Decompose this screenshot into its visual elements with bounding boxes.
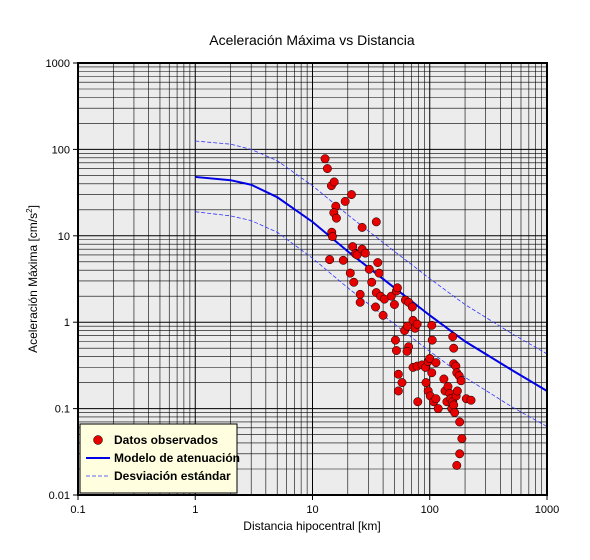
x-tick-label: 1000 xyxy=(535,504,559,516)
x-tick-label: 10 xyxy=(306,504,318,516)
deviation-line-upper xyxy=(195,140,548,355)
legend-label-points: Datos observados xyxy=(114,433,218,447)
data-point xyxy=(355,297,365,307)
data-point xyxy=(413,397,423,407)
legend: Datos observados Modelo de atenuación De… xyxy=(79,423,240,494)
deviation-lines xyxy=(195,140,548,427)
data-point xyxy=(455,417,465,427)
model-curve xyxy=(195,175,548,392)
data-point xyxy=(338,255,348,265)
data-point xyxy=(373,258,383,268)
data-point xyxy=(466,395,476,405)
data-point xyxy=(425,354,435,363)
data-point xyxy=(345,268,355,278)
y-tick-label: 0.01 xyxy=(49,490,70,502)
deviation-line-lower xyxy=(195,211,548,427)
x-tick-label: 100 xyxy=(421,504,439,516)
data-point xyxy=(390,300,399,310)
data-point xyxy=(427,368,437,378)
data-point xyxy=(439,374,449,384)
data-point xyxy=(412,319,422,329)
data-point xyxy=(450,408,460,417)
data-point xyxy=(456,376,466,386)
y-axis-label-main: Aceleración Máxima [cm/s xyxy=(26,213,40,353)
data-point xyxy=(431,394,441,404)
y-axis-ticks: 0.01 0.1 1 10 100 1000 xyxy=(46,58,78,502)
data-point xyxy=(455,449,465,459)
data-point xyxy=(457,434,467,444)
x-axis-ticks: 0.1 1 10 100 1000 xyxy=(70,495,559,516)
x-tick-label: 1 xyxy=(192,504,198,516)
data-point xyxy=(374,268,384,278)
data-point xyxy=(448,332,458,342)
data-point xyxy=(392,346,401,355)
data-point xyxy=(320,154,330,164)
data-point xyxy=(402,346,412,356)
y-axis-label: Aceleración Máxima [cm/s2] xyxy=(25,205,40,353)
data-point xyxy=(427,320,437,330)
data-point xyxy=(371,217,381,227)
y-tick-label: 1 xyxy=(64,317,70,329)
legend-label-deviation: Desviación estándar xyxy=(114,469,231,483)
data-point xyxy=(433,404,443,414)
y-tick-label: 10 xyxy=(58,231,70,243)
data-point xyxy=(402,321,412,331)
data-point xyxy=(329,177,339,187)
data-point xyxy=(378,310,388,320)
data-points xyxy=(320,154,476,470)
x-tick-label: 0.1 xyxy=(70,504,85,516)
data-point xyxy=(421,378,431,388)
data-point xyxy=(449,343,459,353)
data-point xyxy=(340,196,350,206)
data-point xyxy=(328,232,337,242)
model-line xyxy=(195,175,548,392)
data-point xyxy=(407,302,417,312)
data-point xyxy=(452,386,462,396)
data-point xyxy=(367,277,377,287)
data-point xyxy=(452,460,462,470)
chart-title: Aceleración Máxima vs Distancia xyxy=(209,32,415,48)
data-point xyxy=(449,400,459,410)
y-axis-label-end: ] xyxy=(26,205,40,208)
data-point xyxy=(331,213,341,223)
legend-label-model: Modelo de atenuación xyxy=(114,451,240,465)
data-point xyxy=(397,378,407,388)
data-point xyxy=(360,248,370,258)
data-point xyxy=(391,335,400,345)
data-point xyxy=(393,386,403,396)
data-point xyxy=(322,164,332,174)
data-point xyxy=(364,264,374,274)
data-point xyxy=(371,302,381,312)
y-tick-label: 100 xyxy=(52,144,70,156)
data-point xyxy=(355,289,365,299)
data-point xyxy=(427,335,437,345)
data-point xyxy=(431,358,441,368)
data-point xyxy=(349,277,359,287)
data-point xyxy=(347,190,356,200)
data-point xyxy=(325,255,335,265)
data-point xyxy=(357,222,367,232)
data-point xyxy=(392,283,402,293)
y-tick-label: 0.1 xyxy=(55,404,70,416)
data-point xyxy=(393,369,403,379)
y-axis-label-superscript: 2 xyxy=(25,208,34,213)
legend-marker-points xyxy=(93,435,103,445)
x-axis-label: Distancia hipocentral [km] xyxy=(243,519,380,533)
y-tick-label: 1000 xyxy=(46,58,70,70)
